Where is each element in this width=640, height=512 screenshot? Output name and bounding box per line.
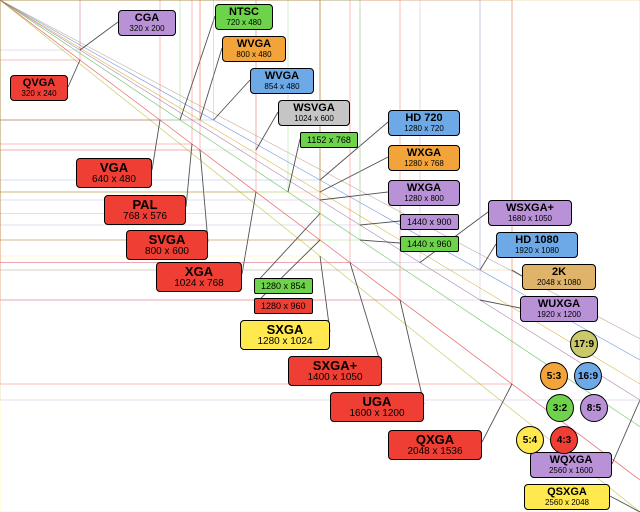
res-1280x854: 1280 x 854 xyxy=(254,278,313,294)
res-hd720: HD 7201280 x 720 xyxy=(388,110,460,136)
res-title: 2K xyxy=(529,267,589,279)
ratio-17-9: 17:9 xyxy=(570,330,598,358)
res-xga: XGA1024 x 768 xyxy=(156,262,242,292)
res-sub: 1280 x 1024 xyxy=(247,337,323,348)
res-ntsc: NTSC720 x 480 xyxy=(215,4,273,30)
res-title: SVGA xyxy=(133,233,201,247)
res-title: WXGA xyxy=(395,183,453,195)
res-wqxga: WQXGA2560 x 1600 xyxy=(530,452,612,478)
res-1152x768: 1152 x 768 xyxy=(300,132,358,148)
res-vga: VGA640 x 480 xyxy=(76,158,152,188)
res-wvga2: WVGA854 x 480 xyxy=(250,68,314,94)
res-title: WSXGA+ xyxy=(495,203,565,215)
res-wuxga: WUXGA1920 x 1200 xyxy=(520,296,598,322)
res-sub: 720 x 480 xyxy=(222,19,266,27)
res-sub: 2048 x 1080 xyxy=(529,279,589,287)
res-title: HD 1080 xyxy=(503,235,571,247)
res-title: CGA xyxy=(125,13,169,25)
res-qxga: QXGA2048 x 1536 xyxy=(388,430,482,460)
res-sub: 320 x 240 xyxy=(17,90,61,98)
res-wsxgap: WSXGA+1680 x 1050 xyxy=(488,200,572,226)
res-sub: 768 x 576 xyxy=(111,212,179,223)
ratio-5-3: 5:3 xyxy=(540,362,568,390)
res-1280x960: 1280 x 960 xyxy=(254,298,313,314)
res-wxga1: WXGA1280 x 768 xyxy=(388,145,460,171)
res-sub: 854 x 480 xyxy=(257,83,307,91)
res-title: HD 720 xyxy=(395,113,453,125)
res-title: QSXGA xyxy=(531,487,603,499)
res-title: WXGA xyxy=(395,148,453,160)
res-sub: 800 x 600 xyxy=(133,247,201,258)
res-wsvga: WSVGA1024 x 600 xyxy=(278,100,350,126)
res-hd1080: HD 10801920 x 1080 xyxy=(496,232,578,258)
res-sub: 1920 x 1080 xyxy=(503,247,571,255)
res-title: WUXGA xyxy=(527,299,591,311)
res-title: UGA xyxy=(337,395,417,409)
resolution-diagram: QVGA320 x 240 CGA320 x 200 NTSC720 x 480 WV… xyxy=(0,0,640,512)
res-sub: 1400 x 1050 xyxy=(295,373,375,384)
ratio-16-9: 16:9 xyxy=(574,362,602,390)
res-sub: 2048 x 1536 xyxy=(395,447,475,458)
res-sub: 1920 x 1200 xyxy=(527,311,591,319)
res-title: PAL xyxy=(111,198,179,212)
res-svga: SVGA800 x 600 xyxy=(126,230,208,260)
res-2k: 2K2048 x 1080 xyxy=(522,264,596,290)
res-title: XGA xyxy=(163,265,235,279)
res-title: SXGA+ xyxy=(295,359,375,373)
res-1440x900: 1440 x 900 xyxy=(400,214,459,230)
res-qsxga: QSXGA2560 x 2048 xyxy=(524,484,610,510)
res-title: WVGA xyxy=(229,39,279,51)
res-title: NTSC xyxy=(222,7,266,19)
res-sxgap: SXGA+1400 x 1050 xyxy=(288,356,382,386)
res-cga: CGA320 x 200 xyxy=(118,10,176,36)
res-sub: 1280 x 800 xyxy=(395,195,453,203)
res-title: WSVGA xyxy=(285,103,343,115)
ratio-8-5: 8:5 xyxy=(580,394,608,422)
res-sub: 2560 x 1600 xyxy=(537,467,605,475)
res-qvga: QVGA320 x 240 xyxy=(10,75,68,101)
res-pal: PAL768 x 576 xyxy=(104,195,186,225)
ratio-5-4: 5:4 xyxy=(516,426,544,454)
res-sub: 1024 x 600 xyxy=(285,115,343,123)
res-1440x960: 1440 x 960 xyxy=(400,236,459,252)
res-sub: 1280 x 768 xyxy=(395,160,453,168)
res-wvga1: WVGA800 x 480 xyxy=(222,36,286,62)
res-title: VGA xyxy=(83,161,145,175)
res-sub: 640 x 480 xyxy=(83,175,145,186)
res-title: WQXGA xyxy=(537,455,605,467)
res-title: QVGA xyxy=(17,78,61,90)
res-sxga: SXGA1280 x 1024 xyxy=(240,320,330,350)
res-sub: 1680 x 1050 xyxy=(495,215,565,223)
res-title: WVGA xyxy=(257,71,307,83)
res-title: QXGA xyxy=(395,433,475,447)
res-sub: 800 x 480 xyxy=(229,51,279,59)
ratio-3-2: 3:2 xyxy=(546,394,574,422)
res-uga: UGA1600 x 1200 xyxy=(330,392,424,422)
ratio-4-3: 4:3 xyxy=(550,426,578,454)
res-sub: 320 x 200 xyxy=(125,25,169,33)
res-sub: 2560 x 2048 xyxy=(531,499,603,507)
res-wxga2: WXGA1280 x 800 xyxy=(388,180,460,206)
res-sub: 1280 x 720 xyxy=(395,125,453,133)
res-sub: 1600 x 1200 xyxy=(337,409,417,420)
res-title: SXGA xyxy=(247,323,323,337)
res-sub: 1024 x 768 xyxy=(163,279,235,290)
